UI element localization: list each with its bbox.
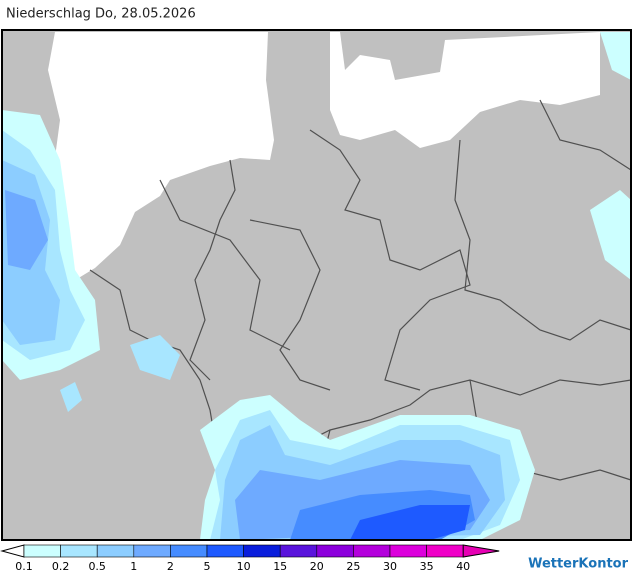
legend-swatch — [353, 544, 391, 558]
legend-swatch — [60, 544, 98, 558]
legend-label: 1 — [130, 560, 137, 573]
borders — [89, 99, 632, 541]
legend-label: 2 — [167, 560, 174, 573]
legend-swatch — [316, 544, 354, 558]
legend-label: 15 — [273, 560, 287, 573]
legend-swatch — [206, 544, 244, 558]
north-sea — [48, 32, 274, 282]
map-frame — [1, 29, 632, 541]
precipitation — [2, 32, 631, 540]
legend-swatch — [243, 544, 281, 558]
map — [1, 29, 632, 541]
legend-swatch — [426, 544, 464, 558]
legend-arrow-low — [0, 544, 25, 558]
legend-label: 30 — [383, 560, 397, 573]
legend-label: 0.2 — [52, 560, 70, 573]
baltic-sea — [300, 32, 600, 148]
legend-label: 25 — [346, 560, 360, 573]
legend-label: 0.1 — [15, 560, 33, 573]
legend-label: 40 — [456, 560, 470, 573]
legend-swatch — [23, 544, 61, 558]
denmark — [300, 32, 330, 120]
legend-label: 5 — [204, 560, 211, 573]
legend-swatch — [389, 544, 427, 558]
legend-arrow-high — [462, 544, 500, 558]
legend-label: 35 — [420, 560, 434, 573]
map-title: Niederschlag Do, 28.05.2026 — [6, 7, 196, 22]
legend-swatch — [279, 544, 318, 558]
legend-label: 20 — [310, 560, 324, 573]
legend-label: 10 — [237, 560, 251, 573]
legend-swatch — [170, 544, 208, 558]
legend-swatch — [133, 544, 171, 558]
brand-logo: WetterKontor — [528, 557, 629, 572]
legend: 0.1 0.2 0.5 1 2 5 10 15 20 25 30 35 40 — [0, 544, 500, 573]
legend-swatch — [96, 544, 135, 558]
legend-label: 0.5 — [88, 560, 106, 573]
